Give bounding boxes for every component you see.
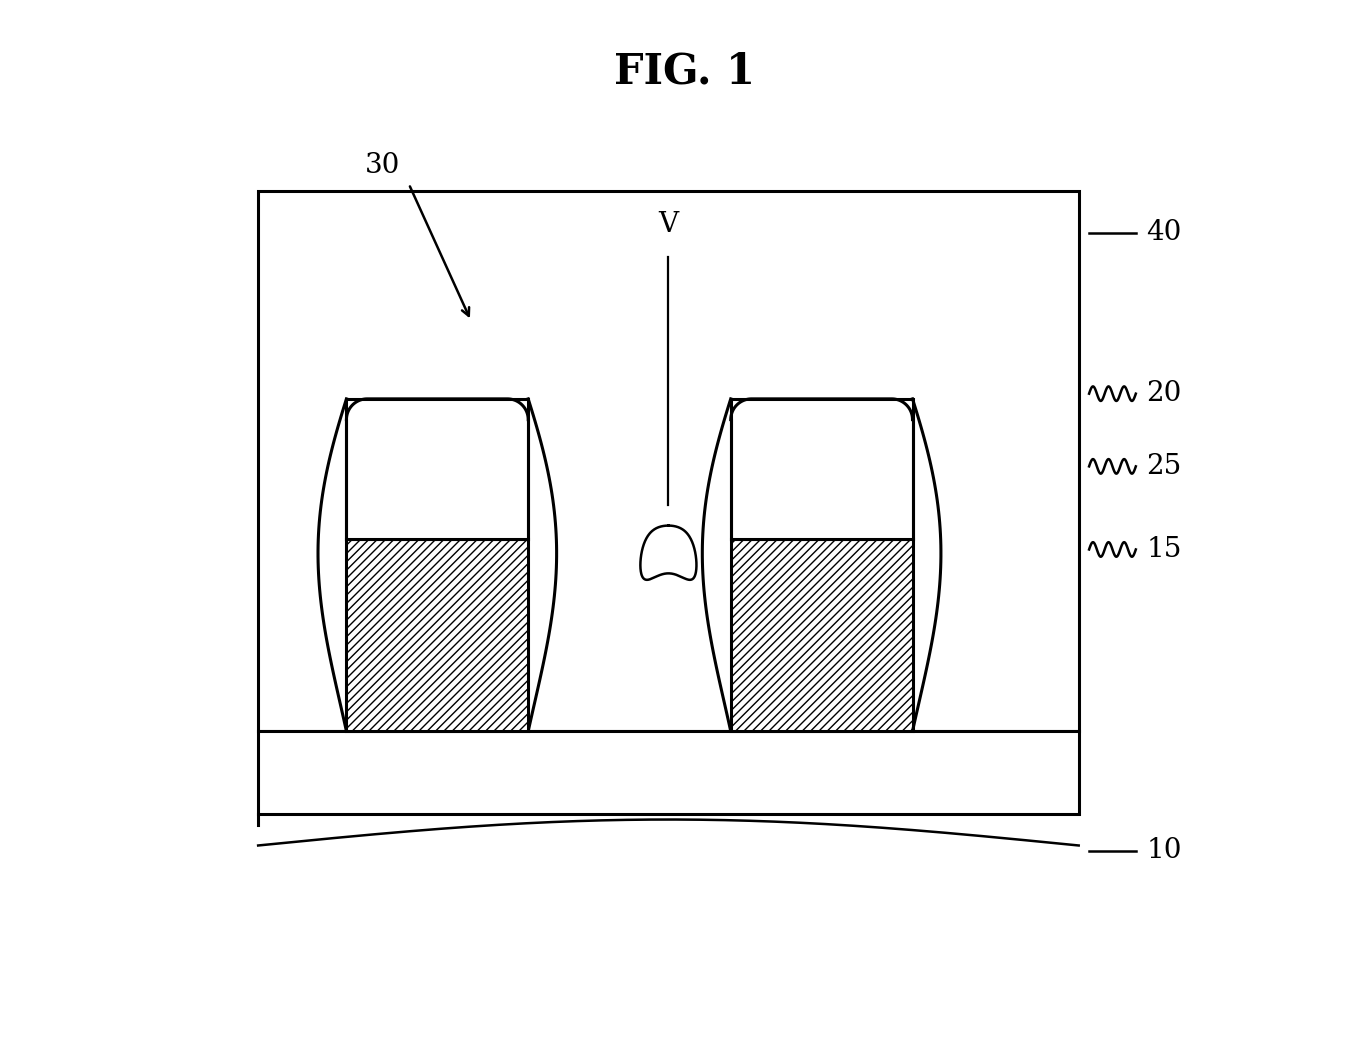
Text: 10: 10 [1146,838,1182,864]
Text: 20: 20 [1146,380,1182,407]
Text: 40: 40 [1146,219,1182,246]
Text: 15: 15 [1146,536,1182,563]
Bar [259,731,1079,815]
Text: 25: 25 [1146,453,1182,480]
Bar [259,192,1079,731]
Text: 30: 30 [365,152,401,179]
Bar [346,399,528,539]
Bar [731,539,912,731]
Text: FIG. 1: FIG. 1 [613,50,755,93]
Text: V: V [658,210,679,238]
Bar [731,399,912,539]
Bar [346,539,528,731]
